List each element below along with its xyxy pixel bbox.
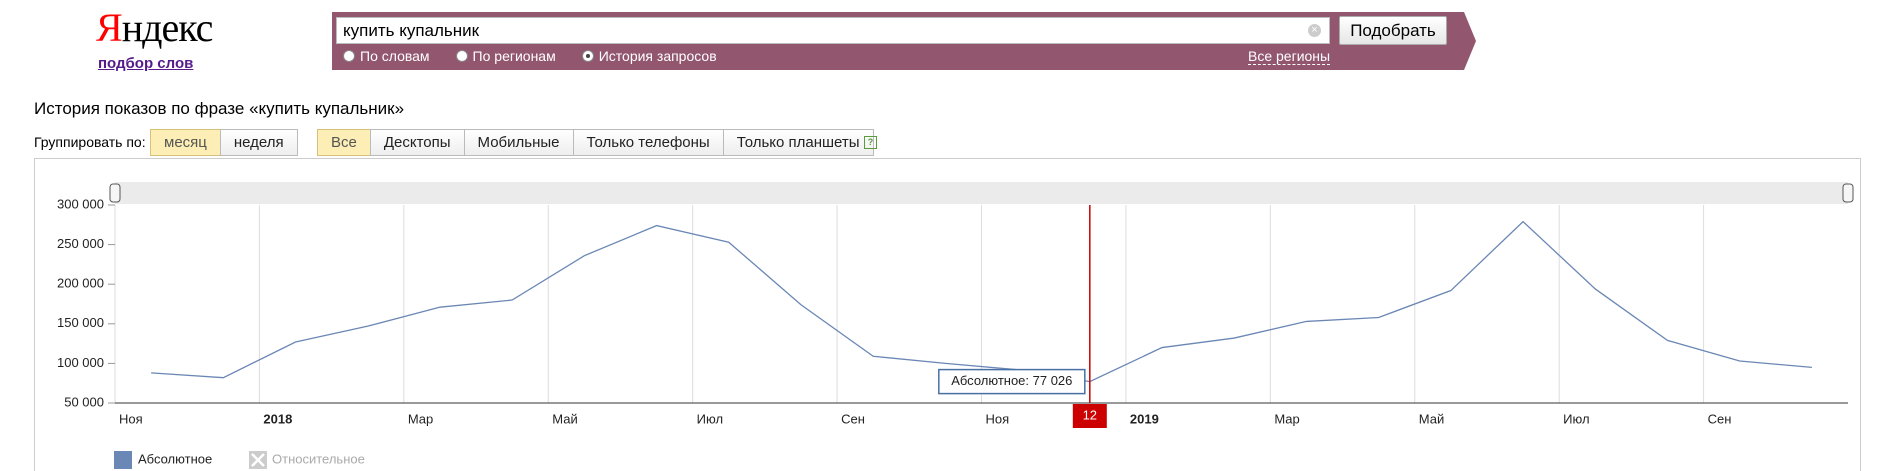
cursor-label: 12 bbox=[1083, 407, 1097, 422]
navigator-handle[interactable] bbox=[1842, 183, 1854, 203]
regions-link[interactable]: Все регионы bbox=[1248, 48, 1331, 65]
mode-label: По словам bbox=[360, 48, 430, 64]
x-tick-label: Май bbox=[552, 411, 577, 426]
group-label: Группировать по: bbox=[34, 134, 146, 150]
logo[interactable]: Яндекс bbox=[96, 5, 213, 50]
mode-radio[interactable]: По словам bbox=[343, 48, 430, 64]
device-button[interactable]: Только планшеты bbox=[722, 129, 874, 156]
x-tick-label: Мар bbox=[1274, 411, 1299, 426]
device-button[interactable]: Десктопы bbox=[369, 129, 465, 156]
chart-title: История показов по фразе «купить купальн… bbox=[34, 99, 405, 118]
chart-frame bbox=[34, 158, 1861, 471]
clear-icon[interactable]: × bbox=[1308, 24, 1321, 37]
x-tick-label: Сен bbox=[841, 411, 865, 426]
x-tick-label: Май bbox=[1419, 411, 1444, 426]
x-tick-label: Ноя bbox=[986, 411, 1010, 426]
data-line bbox=[151, 220, 1812, 383]
radio-circle bbox=[343, 50, 355, 62]
search-input[interactable]: купить купальник × bbox=[336, 17, 1330, 44]
navigator-handle[interactable] bbox=[109, 183, 121, 203]
query: купить купальник bbox=[343, 21, 480, 40]
device-buttons: Все Десктопы Мобильные Только телефоны Тольк… bbox=[317, 129, 874, 156]
tooltip-box bbox=[938, 368, 1086, 395]
x-tick-label: Июл bbox=[697, 411, 723, 426]
device-button[interactable]: Только телефоны bbox=[572, 129, 724, 156]
radio-circle bbox=[581, 50, 594, 62]
y-tick-label: 100 000 bbox=[57, 355, 104, 370]
y-tick-label: 300 000 bbox=[57, 196, 104, 211]
y-tick-label: 200 000 bbox=[57, 276, 104, 291]
group-button[interactable]: месяц bbox=[150, 129, 221, 156]
y-tick-label: 150 000 bbox=[57, 315, 104, 330]
x-tick-label: Ноя bbox=[119, 411, 143, 426]
x-tick-label: Сен bbox=[1708, 411, 1732, 426]
mode-radio[interactable]: История запросов bbox=[581, 48, 717, 64]
legend-disabled-label: Относительное bbox=[272, 451, 365, 466]
help-icon[interactable]: ? bbox=[864, 136, 877, 149]
group-buttons: месяц неделя bbox=[150, 129, 298, 156]
x-tick-label: Июл bbox=[1563, 411, 1589, 426]
radio-circle bbox=[455, 50, 468, 62]
submit-button[interactable]: Подобрать bbox=[1339, 16, 1447, 45]
legend-label: Абсолютное bbox=[138, 451, 212, 466]
x-tick-label: Мар bbox=[408, 411, 433, 426]
y-tick-label: 250 000 bbox=[57, 236, 104, 251]
mode-radio[interactable]: По регионам bbox=[455, 48, 556, 64]
mode-label: По регионам bbox=[472, 48, 556, 64]
legend-swatch bbox=[114, 451, 132, 469]
legend-disabled-icon bbox=[249, 451, 267, 469]
device-button[interactable]: Мобильные bbox=[463, 129, 574, 156]
legend-disabled-x bbox=[251, 453, 265, 467]
cursor-label-box bbox=[1072, 404, 1107, 428]
x-tick-label: 2018 bbox=[263, 411, 292, 426]
navigator[interactable] bbox=[115, 182, 1848, 204]
tooltip: Абсолютное: 77 026 bbox=[951, 373, 1072, 388]
y-tick-label: 50 000 bbox=[64, 394, 104, 409]
subtitle-link[interactable]: подбор слов bbox=[98, 55, 194, 72]
group-button[interactable]: неделя bbox=[219, 129, 298, 156]
mode-label: История запросов bbox=[598, 48, 717, 64]
mode-radios: По словам По регионам История запросов bbox=[343, 48, 717, 64]
device-button[interactable]: Все bbox=[317, 129, 371, 156]
x-tick-label: 2019 bbox=[1130, 411, 1159, 426]
